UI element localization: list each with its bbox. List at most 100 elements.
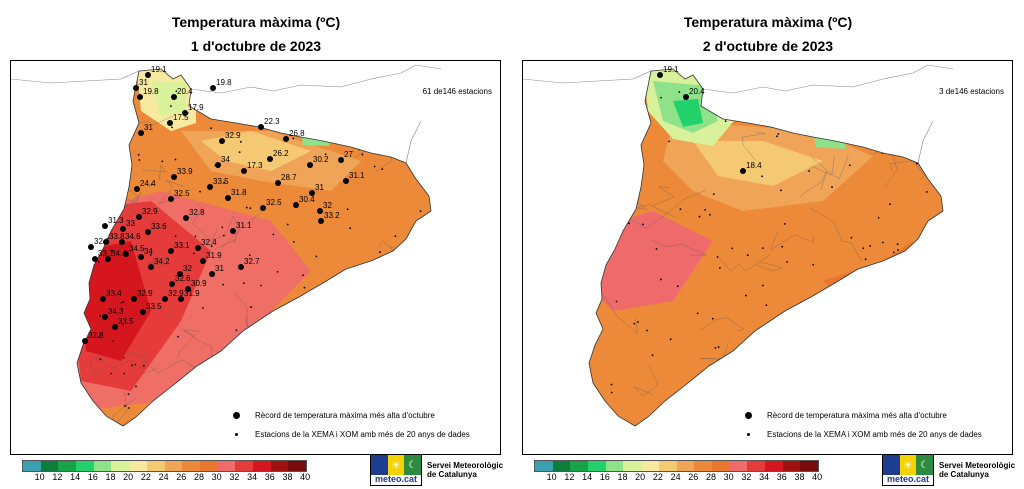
station-dot	[731, 247, 734, 250]
color-swatch	[164, 461, 183, 471]
station-dot	[223, 181, 226, 184]
record-station-dot	[168, 248, 174, 254]
station-dot	[668, 140, 671, 143]
station-dot	[257, 357, 259, 360]
color-swatch	[235, 461, 253, 471]
station-dot	[618, 120, 621, 123]
service-name: Servei Meteorològic de Catalunya	[939, 461, 1016, 479]
station-dot	[926, 325, 929, 328]
station-dot	[820, 338, 823, 341]
record-temp-label: 33.2	[324, 211, 340, 220]
station-dot	[931, 86, 933, 89]
record-station-dot	[169, 281, 175, 287]
station-dot	[287, 113, 290, 116]
station-dot	[633, 84, 636, 87]
record-station-dot	[241, 168, 247, 174]
legend-stations-label: Estacions de la XEMA i XOM amb més de 20…	[767, 430, 982, 439]
record-temp-label: 31.8	[231, 188, 247, 197]
station-dot	[905, 121, 908, 124]
station-dot	[651, 354, 654, 357]
station-dot	[381, 168, 384, 171]
station-dot	[896, 243, 899, 246]
station-dot	[716, 256, 719, 258]
scale-tick-label: 16	[87, 472, 98, 482]
station-dot	[282, 105, 284, 108]
map-date: 1 d'octubre de 2023	[190, 38, 322, 54]
record-station-dot	[183, 215, 189, 221]
station-dot	[358, 339, 361, 342]
station-dot	[161, 160, 164, 163]
station-dot	[928, 401, 931, 404]
record-station-dot	[133, 85, 139, 91]
record-station-dot	[275, 180, 281, 186]
station-dot	[222, 283, 224, 286]
station-dot	[405, 123, 408, 126]
station-dot	[611, 154, 614, 156]
color-swatch	[764, 461, 783, 471]
station-dot	[862, 247, 865, 250]
record-station-dot	[293, 202, 299, 208]
station-dot	[129, 81, 132, 84]
station-dot	[836, 308, 839, 311]
record-station-dot	[88, 244, 94, 250]
logo-leaf-icon: ☾	[916, 455, 933, 475]
record-station-dot	[200, 258, 206, 264]
station-dot	[199, 190, 201, 193]
station-dot	[210, 127, 213, 130]
station-dot	[92, 418, 95, 421]
station-dot	[714, 347, 717, 349]
scale-tick-label: 16	[599, 472, 610, 482]
station-dot	[221, 226, 224, 229]
record-station-dot	[168, 196, 174, 202]
record-station-dot	[317, 208, 323, 214]
station-dot	[97, 260, 100, 263]
color-swatch	[623, 461, 642, 471]
station-dot	[786, 261, 789, 263]
record-station-dot	[167, 120, 173, 126]
record-station-dot	[138, 254, 144, 260]
station-dot	[272, 233, 275, 236]
record-temp-label: 24.4	[140, 179, 156, 188]
station-dot	[242, 282, 245, 285]
record-station-dot	[210, 85, 216, 91]
legend-record-label: Rècord de temperatura màxima més alta d'…	[767, 411, 947, 420]
station-dot	[177, 335, 180, 338]
station-dot	[783, 340, 785, 343]
record-station-dot	[307, 162, 313, 168]
record-station-dot	[267, 156, 273, 162]
station-dot	[123, 372, 126, 375]
record-station-dot	[283, 136, 289, 142]
station-dot	[99, 315, 101, 317]
station-dot	[175, 90, 178, 93]
station-dot	[831, 186, 833, 188]
station-dot	[646, 329, 649, 332]
station-dot	[292, 137, 295, 140]
color-swatch	[782, 461, 801, 471]
station-dot	[98, 180, 101, 183]
scale-tick-label: 30	[211, 472, 222, 482]
station-dot	[666, 408, 669, 410]
scale-tick-label: 28	[193, 472, 205, 482]
record-station-dot	[683, 94, 689, 100]
station-dot	[269, 334, 272, 336]
color-swatch	[93, 461, 112, 471]
record-temp-label: 34	[144, 247, 153, 256]
record-temp-label: 33.1	[174, 241, 190, 250]
record-station-dot	[258, 124, 264, 130]
legend-record: Rècord de temperatura màxima més alta d'…	[229, 411, 435, 420]
meteocat-logo: ☀ ☾ meteo.cat	[370, 454, 422, 486]
record-temp-label: 32.5	[174, 189, 190, 198]
record-temp-label: 32.8	[88, 331, 104, 340]
legend-stations-label: Estacions de la XEMA i XOM amb més de 20…	[255, 430, 470, 439]
record-temp-label: 33.6	[151, 222, 167, 231]
station-dot	[307, 378, 310, 381]
scale-tick-label: 14	[70, 472, 81, 482]
record-station-dot	[178, 296, 184, 302]
record-station-dot	[102, 314, 108, 320]
station-dot	[135, 385, 137, 388]
station-dot	[235, 329, 238, 332]
station-dot	[353, 281, 356, 284]
color-swatch	[605, 461, 624, 471]
station-dot	[696, 312, 699, 315]
